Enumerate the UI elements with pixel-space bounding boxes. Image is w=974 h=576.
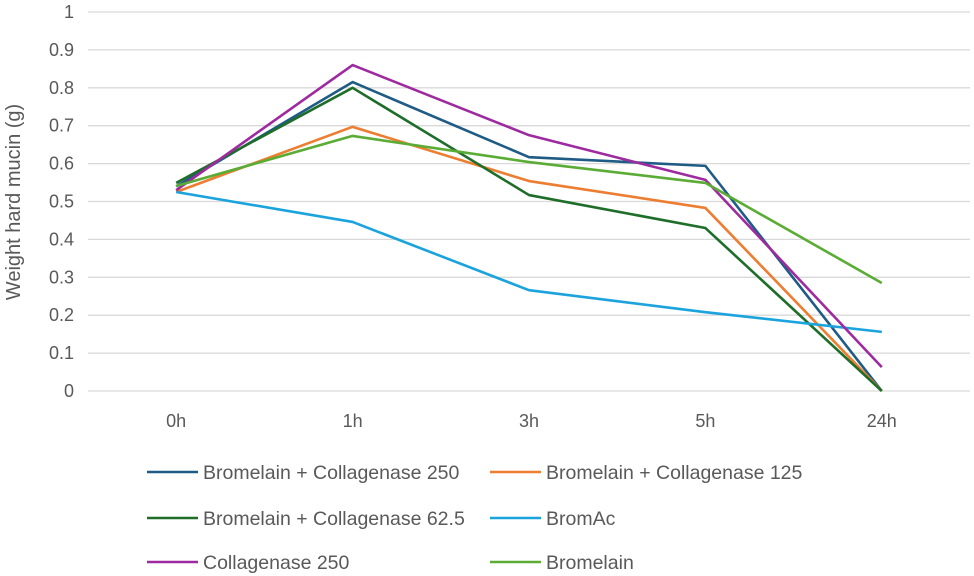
y-tick-label: 0.8	[49, 78, 74, 98]
legend-item: Bromelain + Collagenase 62.5	[147, 508, 465, 530]
legend-item: BromAc	[490, 508, 616, 530]
legend-item: Bromelain + Collagenase 125	[490, 462, 803, 484]
series-line-bromelain	[175, 134, 883, 285]
y-axis-ticks: 0 0.1 0.2 0.3 0.4 0.5 0.6 0.7 0.8 0.9 1	[49, 2, 74, 401]
legend-label: Bromelain + Collagenase 62.5	[203, 508, 465, 530]
x-tick-label: 24h	[867, 411, 897, 431]
x-tick-label: 0h	[166, 411, 186, 431]
series-line-collagenase-250	[175, 63, 883, 369]
y-tick-label: 0.2	[49, 305, 74, 325]
legend: Bromelain + Collagenase 250 Bromelain + C…	[147, 462, 803, 574]
series-line-bromac	[175, 190, 882, 334]
y-tick-label: 0.3	[49, 267, 74, 287]
y-axis-label: Weight hard mucin (g)	[3, 104, 25, 300]
y-tick-label: 0.7	[49, 116, 74, 136]
series-lines	[175, 63, 883, 392]
legend-label: Bromelain + Collagenase 250	[203, 462, 460, 484]
legend-item: Bromelain + Collagenase 250	[147, 462, 460, 484]
y-tick-label: 0.5	[49, 192, 74, 212]
y-tick-label: 0.6	[49, 154, 74, 174]
x-tick-label: 5h	[695, 411, 715, 431]
x-tick-label: 1h	[343, 411, 363, 431]
series-line-bromelain-collagenase-62-5	[175, 86, 883, 392]
legend-label: Bromelain + Collagenase 125	[546, 462, 803, 484]
legend-item: Collagenase 250	[147, 552, 350, 574]
legend-label: Bromelain	[546, 552, 634, 574]
series-line-bromelain-collagenase-125	[175, 125, 883, 392]
y-tick-label: 1	[64, 2, 74, 22]
legend-item: Bromelain	[490, 552, 634, 574]
y-tick-label: 0.9	[49, 40, 74, 60]
y-tick-label: 0.1	[49, 343, 74, 363]
legend-label: Collagenase 250	[203, 552, 350, 574]
series-line-bromelain-collagenase-250	[175, 80, 883, 392]
x-axis-ticks: 0h 1h 3h 5h 24h	[166, 411, 897, 431]
x-tick-label: 3h	[519, 411, 539, 431]
y-tick-label: 0	[64, 381, 74, 401]
legend-label: BromAc	[546, 508, 616, 530]
y-tick-label: 0.4	[49, 229, 74, 249]
